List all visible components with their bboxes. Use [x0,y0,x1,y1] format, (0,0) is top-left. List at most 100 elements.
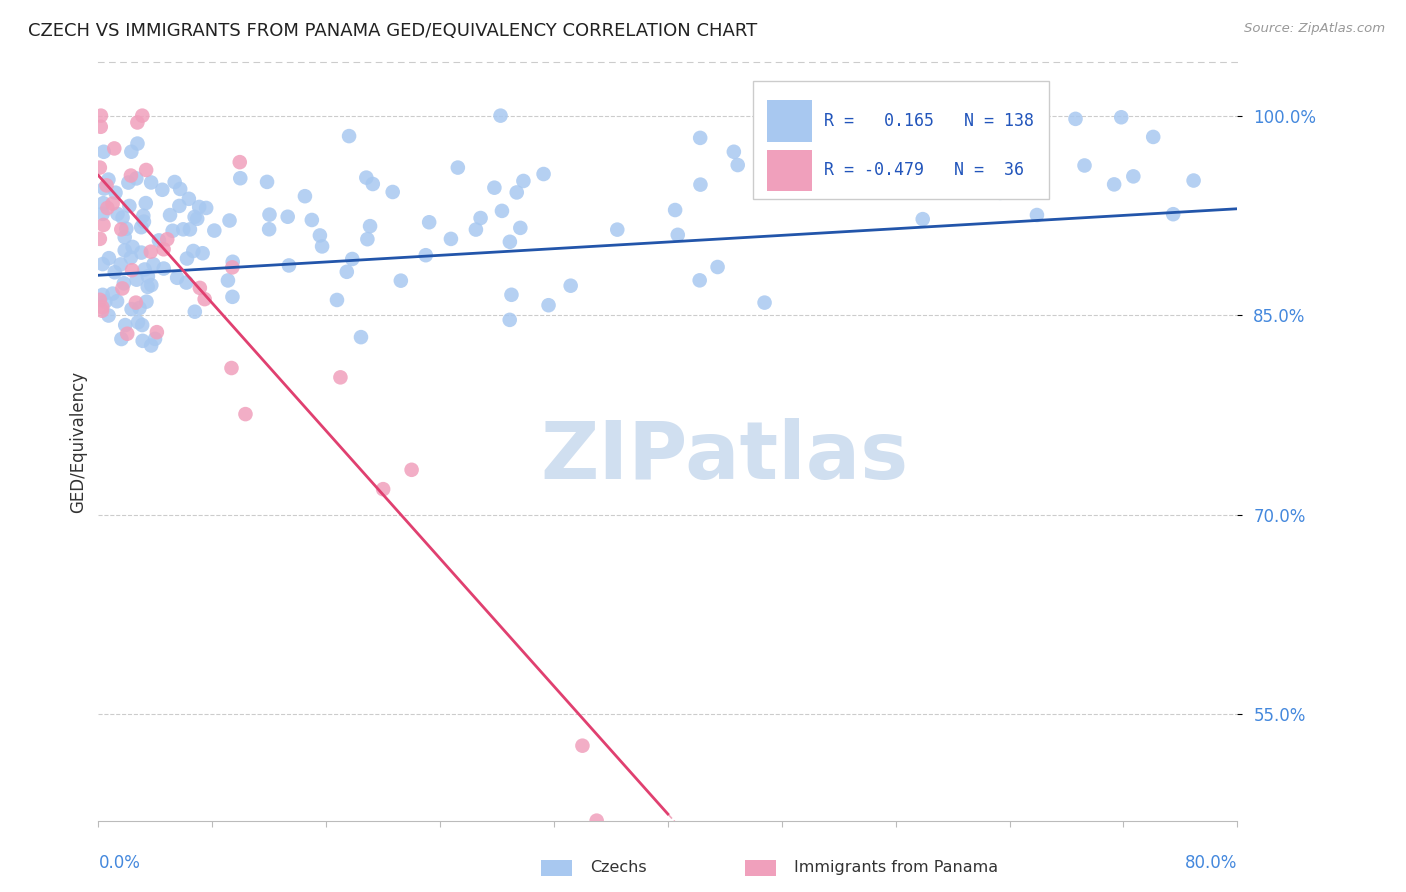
Point [754,295,776,310]
Point [1161,207,1184,221]
Point [117,176,139,190]
Point [464,222,486,236]
Point [131,109,153,123]
Point [235,407,257,421]
Point [91,207,114,221]
Point [146,325,169,339]
Point [163,175,186,189]
Point [277,210,299,224]
Point [131,245,153,260]
Point [184,304,207,318]
Point [342,252,364,266]
Point [114,244,136,258]
Point [91,303,114,318]
Point [94,294,117,309]
Point [1182,173,1205,187]
Text: 0.0%: 0.0% [98,854,141,871]
Point [218,213,240,227]
Point [329,370,352,384]
Point [93,218,115,232]
Point [125,295,148,310]
Point [470,211,492,225]
Point [121,240,143,254]
Point [129,220,152,235]
Point [326,293,349,307]
Point [101,196,124,211]
Point [97,172,120,186]
Point [120,169,142,183]
Point [988,186,1011,200]
Point [127,115,149,129]
Point [350,330,373,344]
Point [381,185,404,199]
Point [202,223,225,237]
Point [337,129,360,144]
Point [142,257,165,271]
Point [172,222,194,236]
Point [177,192,200,206]
Point [221,290,243,304]
Point [96,201,118,215]
Point [159,208,181,222]
Point [188,281,211,295]
Point [938,178,960,192]
Point [131,318,153,332]
Point [156,232,179,246]
Point [89,293,111,307]
Point [110,332,132,346]
Point [107,207,129,221]
Point [127,136,149,151]
Text: 80.0%: 80.0% [1185,854,1237,871]
Point [1073,159,1095,173]
Point [115,221,138,235]
Point [229,171,252,186]
Point [606,222,628,236]
Point [91,300,114,314]
Point [188,200,211,214]
Point [499,235,522,249]
Point [1109,110,1132,124]
Point [103,141,125,155]
Point [169,182,191,196]
Point [1102,178,1125,192]
Point [294,189,316,203]
Point [110,222,132,236]
Point [141,338,163,352]
FancyBboxPatch shape [754,81,1049,199]
Point [90,109,112,123]
Point [105,294,128,309]
Point [111,281,134,295]
Point [1142,130,1164,145]
Point [194,292,217,306]
Point [132,209,155,223]
Point [136,269,159,284]
Point [134,262,156,277]
Point [110,257,132,271]
Point [135,163,157,178]
Point [301,213,323,227]
Point [259,208,281,222]
Point [176,276,198,290]
Point [221,260,243,275]
Point [125,171,148,186]
Point [706,260,728,274]
Point [560,278,582,293]
Point [257,222,280,236]
Point [135,294,157,309]
Point [93,181,115,195]
Point [533,167,555,181]
Point [1064,112,1087,126]
Text: ZIPatlas: ZIPatlas [541,417,908,496]
Point [571,739,593,753]
Point [166,270,188,285]
Point [389,274,412,288]
Point [415,248,437,262]
Point [101,286,124,301]
Point [191,246,214,260]
Text: CZECH VS IMMIGRANTS FROM PANAMA GED/EQUIVALENCY CORRELATION CHART: CZECH VS IMMIGRANTS FROM PANAMA GED/EQUI… [28,22,758,40]
Point [169,199,191,213]
Point [89,161,111,175]
Point [501,287,523,301]
Point [135,196,157,211]
Point [114,318,136,332]
